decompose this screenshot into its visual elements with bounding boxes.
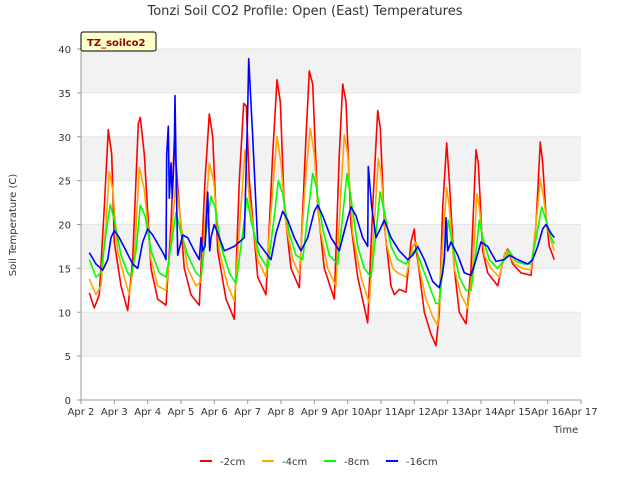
x-tick-label: Apr 12: [398, 407, 431, 418]
legend-label: -16cm: [406, 457, 438, 468]
series-lines: [88, 57, 556, 347]
x-tick-label: Apr 6: [201, 407, 228, 418]
y-tick-label: 0: [65, 396, 71, 407]
y-tick-label: 25: [58, 177, 71, 188]
badge-label: TZ_soilco2: [87, 38, 146, 49]
series-line-2cm: [88, 70, 556, 347]
x-tick-label: Apr 2: [68, 407, 95, 418]
series-line-4cm: [88, 127, 556, 327]
y-tick-label: 15: [58, 264, 71, 275]
legend: -2cm -4cm -8cm -16cm: [200, 457, 438, 468]
y-tick-label: 10: [58, 308, 71, 319]
y-tick-label: 40: [58, 45, 71, 56]
x-tick-label: Apr 7: [234, 407, 261, 418]
x-tick-label: Apr 15: [498, 407, 531, 418]
x-axis-label: Time: [553, 425, 578, 436]
y-axis-label: Soil Temperature (C): [8, 174, 19, 277]
x-axis-ticks: Apr 2 Apr 3 Apr 4 Apr 5 Apr 6 Apr 7 Apr 8 Apr 9…: [68, 399, 598, 418]
series-line-8cm: [88, 172, 556, 305]
x-tick-label: Apr 10: [331, 407, 364, 418]
x-tick-label: Apr 17: [564, 407, 597, 418]
badge-box: [80, 31, 157, 52]
x-tick-label: Apr 4: [134, 407, 161, 418]
grid-bands: [81, 48, 581, 401]
legend-label: -4cm: [282, 457, 307, 468]
y-axis-ticks: 0 5 10 15 20 25 30 35 40: [58, 45, 82, 407]
plot-badge: TZ_soilco2: [80, 31, 157, 52]
x-tick-label: Apr 3: [101, 407, 128, 418]
x-tick-label: Apr 8: [268, 407, 295, 418]
x-tick-label: Apr 11: [364, 407, 397, 418]
x-tick-label: Apr 9: [301, 407, 328, 418]
series-line-16cm: [88, 57, 555, 289]
y-tick-label: 35: [58, 89, 71, 100]
grid-band: [81, 49, 581, 93]
legend-label: -2cm: [220, 457, 245, 468]
x-tick-label: Apr 16: [531, 407, 564, 418]
grid-band: [81, 312, 581, 357]
x-tick-label: Apr 13: [431, 407, 464, 418]
x-tick-label: Apr 14: [464, 407, 497, 418]
grid-band: [81, 136, 581, 181]
y-tick-label: 30: [58, 133, 71, 144]
x-tick-label: Apr 5: [168, 407, 195, 418]
y-tick-label: 5: [65, 352, 71, 363]
chart-title: Tonzi Soil CO2 Profile: Open (East) Temp…: [146, 4, 462, 19]
y-tick-label: 20: [58, 221, 71, 232]
legend-label: -8cm: [344, 457, 369, 468]
